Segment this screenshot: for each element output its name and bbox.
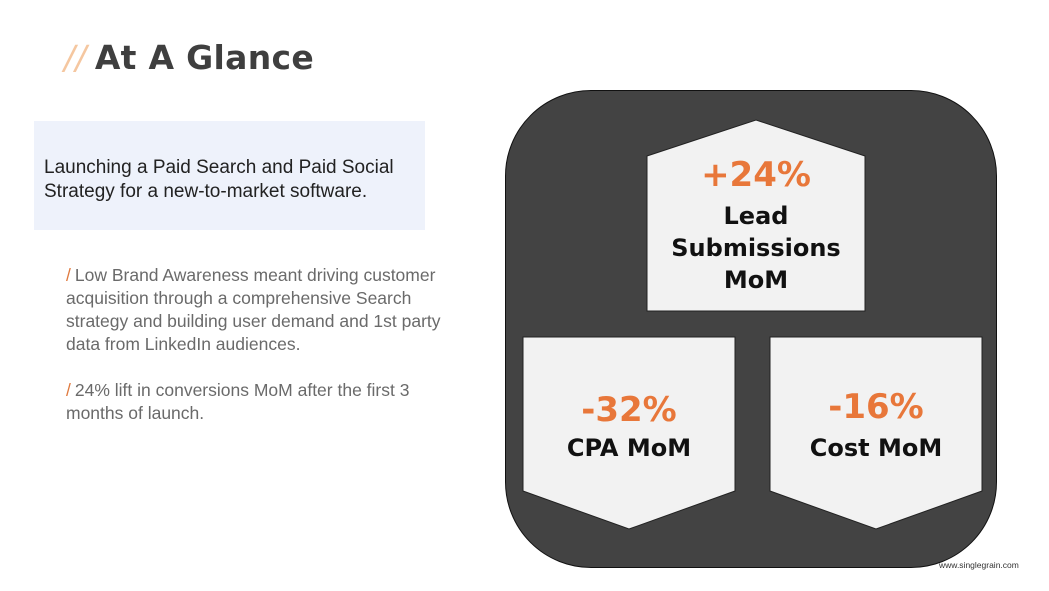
footer-url: www.singlegrain.com — [939, 560, 1019, 570]
intro-box: Launching a Paid Search and Paid Social … — [34, 121, 425, 230]
pentagon-up-shape — [646, 119, 866, 312]
page-title: //At A Glance — [64, 38, 314, 77]
title-slashes: // — [64, 38, 87, 77]
stat-cpa: -32% CPA MoM — [522, 336, 736, 530]
stat-label: CPA MoM — [566, 434, 692, 462]
bullet-item: / Low Brand Awareness meant driving custo… — [66, 264, 446, 356]
stat-label-line: Submissions — [671, 234, 841, 262]
stat-label-line: MoM — [723, 266, 789, 294]
title-text: At A Glance — [94, 38, 315, 77]
intro-text: Launching a Paid Search and Paid Social … — [44, 157, 394, 202]
bullet-list: / Low Brand Awareness meant driving custo… — [66, 264, 446, 448]
stat-lead-submissions: +24% Lead Submissions MoM — [646, 119, 866, 312]
bullet-mark: / — [66, 265, 71, 285]
bullet-mark: / — [66, 380, 71, 400]
bullet-item: /24% lift in conversions MoM after the f… — [66, 379, 446, 425]
stat-label: Cost MoM — [809, 434, 943, 462]
bullet-text: Low Brand Awareness meant driving custom… — [66, 265, 441, 354]
stat-value: -32% — [581, 390, 677, 430]
stat-value: -16% — [828, 387, 924, 427]
stat-label: Lead Submissions MoM — [646, 200, 866, 296]
stat-value: +24% — [701, 155, 811, 195]
pentagon-down-shape — [769, 336, 983, 530]
bullet-text: 24% lift in conversions MoM after the fi… — [66, 380, 410, 423]
stat-label-line: Lead — [723, 202, 789, 230]
stat-cost: -16% Cost MoM — [769, 336, 983, 530]
pentagon-down-shape — [522, 336, 736, 530]
